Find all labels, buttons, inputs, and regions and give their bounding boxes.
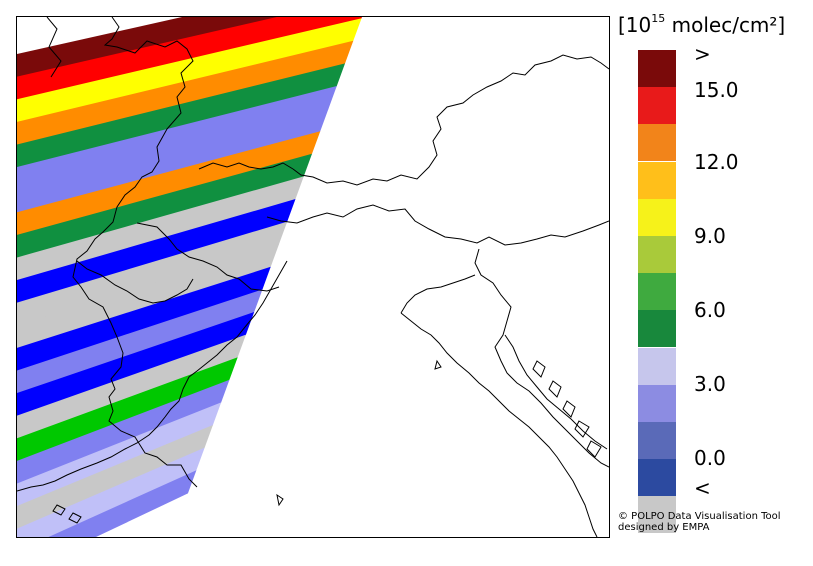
swath-stripe-lightblue (17, 289, 263, 394)
border-line (136, 222, 280, 292)
border-line (474, 248, 609, 468)
island-outline (532, 360, 546, 378)
credits: © POLPO Data Visualisation Tool designed… (618, 511, 781, 533)
coast-line (400, 312, 598, 537)
border-line (76, 260, 194, 304)
swath-stripe-pale (17, 402, 222, 507)
legend-swatch-0-1.5 (638, 459, 676, 497)
legend-swatch-above-max (638, 50, 676, 87)
swath-stripe-green (17, 153, 313, 259)
island-outline (548, 380, 562, 398)
legend-swatch-12-13.5 (638, 161, 676, 199)
legend-swatch-3-4.5 (638, 384, 676, 422)
swath-stripe-lightblue (17, 86, 337, 191)
legend-swatch-1.5-3 (638, 422, 676, 459)
map-canvas (17, 17, 609, 537)
legend-tick: < (694, 476, 711, 500)
credit-line-2: designed by EMPA (618, 522, 710, 533)
island-outline (68, 512, 82, 524)
swath-stripe-grey (17, 244, 279, 349)
swath-stripe-grey (17, 425, 213, 530)
legend-swatch-6-7.5 (638, 310, 676, 348)
swath-stripe-yellow (17, 18, 362, 123)
swath-stripe-green (17, 63, 346, 168)
legend-swatch-15-16.5 (638, 87, 676, 125)
legend-tick: 6.0 (694, 298, 726, 322)
border-line (46, 17, 62, 78)
legend-swatch-4.5-6 (638, 347, 676, 385)
legend-tick: 3.0 (694, 372, 726, 396)
coast-line (504, 334, 608, 450)
unit-open: [10 (618, 13, 652, 37)
map-panel (16, 16, 610, 538)
island-outline (586, 440, 602, 458)
border-line (292, 54, 609, 186)
legend-tick: 15.0 (694, 78, 739, 102)
swath-stripe-lightblue (48, 470, 197, 537)
island-outline (52, 504, 66, 516)
swath-stripe-grey (17, 176, 304, 281)
satellite-swaths (17, 17, 363, 537)
swath-stripe-pale (17, 447, 205, 537)
swath-stripe-brightgreen (17, 357, 238, 462)
coast-line (17, 260, 288, 492)
island-outline (574, 420, 590, 438)
island-outline (276, 493, 284, 507)
color-legend: [1015 molec/cm²] >15.0 12.0 9.0 6.0 3.0 0.0 < (612, 6, 812, 546)
legend-tick: 9.0 (694, 224, 726, 248)
coast-line (400, 274, 476, 314)
unit-close: molec/cm²] (665, 13, 786, 37)
island-outline (562, 400, 576, 418)
swath-stripe-orange (17, 131, 321, 236)
swath-stripe-grey (17, 334, 246, 439)
swath-stripe-orange (17, 40, 354, 146)
swath-stripe-lightblue (17, 108, 329, 213)
legend-tick: > (694, 42, 711, 66)
legend-swatch-7.5-9 (638, 273, 676, 311)
swath-stripe-grey (17, 221, 288, 326)
swath-stripe-blue (17, 266, 271, 372)
border-line (72, 17, 198, 488)
swath-stripe-blue (17, 312, 255, 417)
legend-tick: 0.0 (694, 446, 726, 470)
unit-label: [1015 molec/cm²] (618, 12, 785, 37)
legend-tick: 12.0 (694, 150, 739, 174)
island-outline (434, 359, 442, 370)
legend-swatch-10.5-12 (638, 198, 676, 236)
border-line (266, 204, 609, 246)
legend-swatch-below-min (638, 496, 676, 534)
credit-line-1: © POLPO Data Visualisation Tool (618, 511, 781, 522)
swath-stripe-blue (17, 199, 296, 304)
country-borders (46, 17, 609, 488)
legend-swatch-9-10.5 (638, 236, 676, 273)
legend-swatch-13.5-15 (638, 124, 676, 162)
border-line (198, 162, 294, 170)
unit-exponent: 15 (651, 12, 666, 25)
coastline (17, 260, 608, 537)
